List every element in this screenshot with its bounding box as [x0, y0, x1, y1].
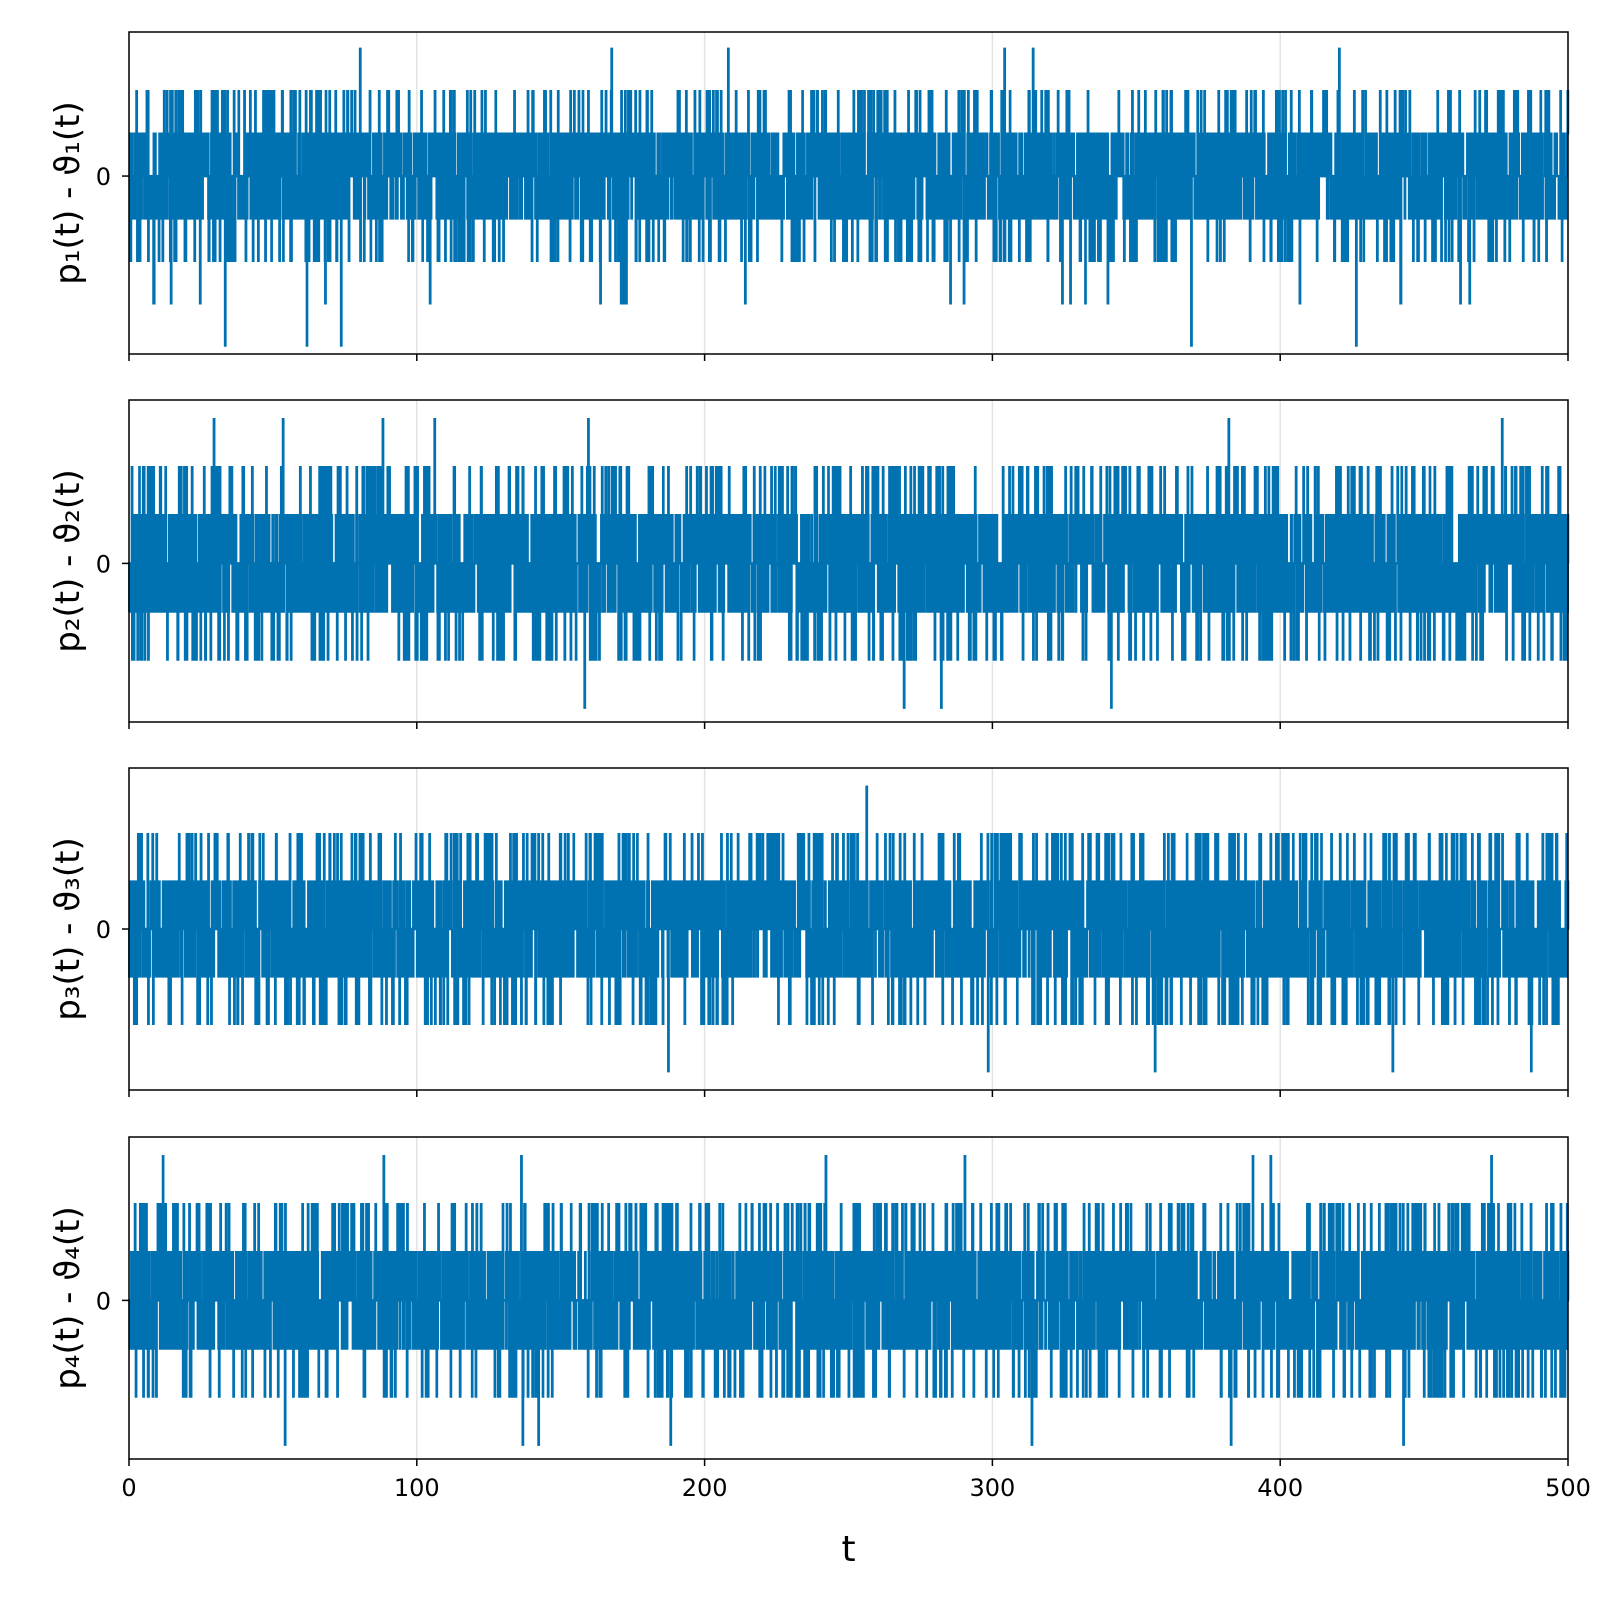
y-tick-label: 0	[96, 1287, 111, 1315]
axes-frame	[128, 1136, 1569, 1460]
y-axis-label: p₂(t) - ϑ₂(t)	[48, 469, 88, 653]
y-axis-label: p₃(t) - ϑ₃(t)	[48, 837, 88, 1021]
series-line	[128, 47, 1570, 347]
x-tick-label: 400	[1257, 1474, 1303, 1502]
panel-1: 0 p₁(t) - ϑ₁(t)	[48, 31, 1570, 361]
series-line	[128, 1154, 1570, 1446]
x-tick-label: 200	[682, 1474, 728, 1502]
x-tick-label: 300	[969, 1474, 1015, 1502]
y-tick-label: 0	[96, 916, 111, 944]
y-tick-label: 0	[96, 550, 111, 578]
panel-4: 0 p₄(t) - ϑ₄(t) 0 100 200 300 400 500	[48, 1136, 1591, 1502]
panel-2: 0 p₂(t) - ϑ₂(t)	[48, 399, 1570, 729]
panel-3: 0 p₃(t) - ϑ₃(t)	[48, 767, 1570, 1097]
y-tick-label: 0	[96, 163, 111, 191]
x-tick-label: 500	[1545, 1474, 1591, 1502]
series-panel-1	[128, 47, 1570, 347]
series-panel-3	[128, 785, 1570, 1073]
axes-frame	[128, 399, 1569, 723]
series-line	[128, 785, 1570, 1073]
series-panel-4	[128, 1154, 1570, 1446]
y-axis-label: p₄(t) - ϑ₄(t)	[48, 1206, 88, 1390]
x-tick-label: 100	[394, 1474, 440, 1502]
series-line	[128, 417, 1570, 709]
axes-frame	[128, 31, 1569, 355]
series-panel-2	[128, 417, 1570, 709]
x-tick-label: 0	[121, 1474, 136, 1502]
y-axis-label: p₁(t) - ϑ₁(t)	[48, 101, 88, 285]
panels: 0 p₁(t) - ϑ₁(t) 0 p₂(t) - ϑ₂(t) 0 p₃(t) - ϑ₃(…	[48, 31, 1591, 1502]
x-axis-label: t	[841, 1529, 855, 1570]
